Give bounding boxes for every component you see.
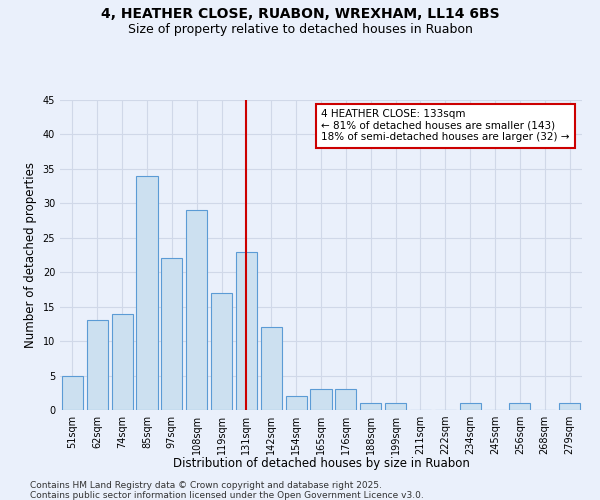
Bar [112,314,133,410]
Y-axis label: Number of detached properties: Number of detached properties [24,162,37,348]
Text: Distribution of detached houses by size in Ruabon: Distribution of detached houses by size … [173,458,469,470]
Text: Contains public sector information licensed under the Open Government Licence v3: Contains public sector information licen… [30,491,424,500]
Bar [261,328,282,410]
Bar [286,396,307,410]
Text: Size of property relative to detached houses in Ruabon: Size of property relative to detached ho… [128,22,472,36]
Bar [136,176,158,410]
Text: Contains HM Land Registry data © Crown copyright and database right 2025.: Contains HM Land Registry data © Crown c… [30,481,382,490]
Bar [335,390,356,410]
Bar [559,403,580,410]
Bar [87,320,108,410]
Bar [385,403,406,410]
Bar [62,376,83,410]
Bar [236,252,257,410]
Bar [310,390,332,410]
Bar [186,210,207,410]
Bar [509,403,530,410]
Bar [360,403,381,410]
Text: 4 HEATHER CLOSE: 133sqm
← 81% of detached houses are smaller (143)
18% of semi-d: 4 HEATHER CLOSE: 133sqm ← 81% of detache… [321,110,569,142]
Bar [211,293,232,410]
Text: 4, HEATHER CLOSE, RUABON, WREXHAM, LL14 6BS: 4, HEATHER CLOSE, RUABON, WREXHAM, LL14 … [101,8,499,22]
Bar [460,403,481,410]
Bar [161,258,182,410]
